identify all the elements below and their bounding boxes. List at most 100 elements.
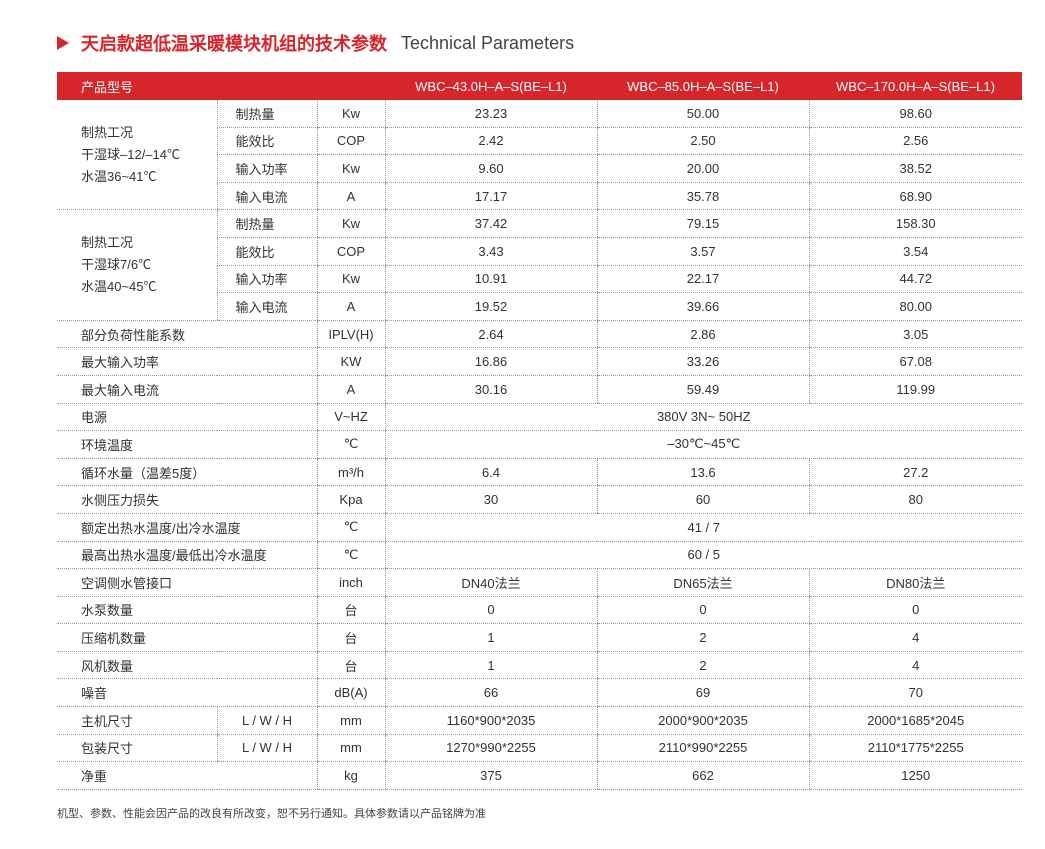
row-label: 风机数量 (57, 651, 317, 680)
sub-label: 能效比 (216, 127, 317, 156)
table-row: 输入电流 A 17.17 35.78 68.90 (57, 182, 1022, 211)
unit-cell: A (316, 375, 385, 404)
unit-cell: IPLV(H) (316, 320, 385, 349)
condition-line: 制热工况 (81, 235, 134, 251)
row-label: 空调侧水管接口 (57, 568, 317, 597)
table-row: 部分负荷性能系数 IPLV(H) 2.64 2.86 3.05 (57, 320, 1022, 349)
value-cell: 3.05 (808, 320, 1022, 349)
model-header: WBC–43.0H–A–S(BE–L1) (385, 72, 597, 100)
merged-value-cell: 380V 3N~ 50HZ (384, 403, 1022, 432)
value-cell: 50.00 (596, 100, 809, 128)
unit-cell: 台 (316, 623, 385, 652)
sub-label: 输入电流 (216, 182, 317, 211)
value-cell: 1 (384, 651, 597, 680)
sub-label: 输入功率 (216, 154, 317, 183)
value-cell: 2000*900*2035 (596, 706, 809, 735)
unit-cell: m³/h (316, 458, 385, 487)
table-row: 输入功率 Kw 10.91 22.17 44.72 (57, 265, 1022, 294)
sub-label: 输入电流 (216, 292, 317, 321)
table-row: 水泵数量台 0 0 0 (57, 596, 1022, 625)
condition-line: 水温40~45℃ (81, 279, 157, 295)
value-cell: 2.86 (596, 320, 809, 349)
value-cell: 3.57 (596, 237, 809, 266)
value-cell: 30 (384, 485, 597, 514)
unit-cell: mm (316, 734, 385, 763)
model-header: WBC–85.0H–A–S(BE–L1) (597, 72, 809, 100)
value-cell: 2 (596, 623, 809, 652)
table-row: 环境温度 ℃ –30℃~45℃ (57, 430, 1022, 459)
sub-label: L / W / H (216, 734, 317, 763)
unit-cell: A (316, 182, 385, 211)
unit-cell: Kw (316, 265, 385, 294)
row-label: 压缩机数量 (57, 623, 317, 652)
row-label: 最大输入电流 (57, 375, 317, 404)
header-label: 产品型号 (57, 72, 385, 100)
row-label: 部分负荷性能系数 (57, 320, 317, 349)
condition-line: 制热工况 (81, 124, 134, 140)
value-cell: 0 (384, 596, 597, 625)
value-cell: 20.00 (596, 154, 809, 183)
unit-cell: Kw (316, 154, 385, 183)
table-row: 风机数量台 1 2 4 (57, 651, 1022, 680)
table-row: 压缩机数量台 1 2 4 (57, 623, 1022, 652)
value-cell: DN40法兰 (384, 568, 597, 597)
unit-cell: COP (316, 127, 385, 156)
unit-cell: inch (316, 568, 385, 597)
unit-cell: mm (316, 706, 385, 735)
unit-cell: ℃ (316, 513, 385, 542)
value-cell: 80 (808, 485, 1022, 514)
table-row: 循环水量（温差5度） m³/h 6.4 13.6 27.2 (57, 458, 1022, 487)
unit-cell: Kw (316, 209, 385, 238)
unit-cell: A (316, 292, 385, 321)
unit-cell: 台 (316, 596, 385, 625)
table-row: 水侧压力损失 Kpa 30 60 80 (57, 485, 1022, 514)
condition-line: 干湿球7/6℃ (81, 257, 152, 273)
table-row: 电源 V~HZ 380V 3N~ 50HZ (57, 403, 1022, 432)
value-cell: DN65法兰 (596, 568, 809, 597)
table-row: 噪音 dB(A) 66 69 70 (57, 678, 1022, 708)
row-label: 水泵数量 (57, 596, 317, 625)
value-cell: 69 (596, 678, 809, 708)
value-cell: 2.56 (808, 127, 1022, 156)
value-cell: 0 (808, 596, 1022, 625)
value-cell: 3.43 (384, 237, 597, 266)
unit-cell: kg (316, 761, 385, 790)
value-cell: 37.42 (384, 209, 597, 238)
merged-value-cell: 41 / 7 (384, 513, 1022, 542)
value-cell: 2110*990*2255 (596, 734, 809, 763)
unit-cell: COP (316, 237, 385, 266)
value-cell: 375 (384, 761, 597, 790)
table-row: 额定出热水温度/出冷水温度 ℃ 41 / 7 (57, 513, 1022, 542)
table-row: 输入功率 Kw 9.60 20.00 38.52 (57, 154, 1022, 183)
table-row: 最大输入功率 KW 16.86 33.26 67.08 (57, 347, 1022, 376)
value-cell: 60 (596, 485, 809, 514)
value-cell: 44.72 (808, 265, 1022, 294)
value-cell: 30.16 (384, 375, 597, 404)
row-label: 电源 (57, 403, 317, 432)
value-cell: 9.60 (384, 154, 597, 183)
value-cell: 2000*1685*2045 (808, 706, 1022, 735)
value-cell: 6.4 (384, 458, 597, 487)
row-label: 净重 (57, 761, 317, 790)
value-cell: 80.00 (808, 292, 1022, 321)
row-label: 环境温度 (57, 430, 317, 459)
row-label: 包装尺寸 (57, 734, 217, 763)
value-cell: DN80法兰 (808, 568, 1022, 597)
value-cell: 158.30 (808, 209, 1022, 238)
sub-label: 输入功率 (216, 265, 317, 294)
table-row: 制热工况 干湿球7/6℃ 水温40~45℃ 制热量 Kw 37.42 79.15 158.30 (57, 209, 1022, 321)
value-cell: 2.50 (596, 127, 809, 156)
value-cell: 1160*900*2035 (384, 706, 597, 735)
row-label: 噪音 (57, 678, 317, 708)
value-cell: 0 (596, 596, 809, 625)
table-row: 能效比 COP 2.42 2.50 2.56 (57, 127, 1022, 156)
value-cell: 2.42 (384, 127, 597, 156)
unit-cell: V~HZ (316, 403, 385, 432)
sub-label: 制热量 (216, 100, 317, 128)
value-cell: 2 (596, 651, 809, 680)
value-cell: 3.54 (808, 237, 1022, 266)
row-label: 最大输入功率 (57, 347, 317, 376)
unit-cell: 台 (316, 651, 385, 680)
value-cell: 119.99 (808, 375, 1022, 404)
